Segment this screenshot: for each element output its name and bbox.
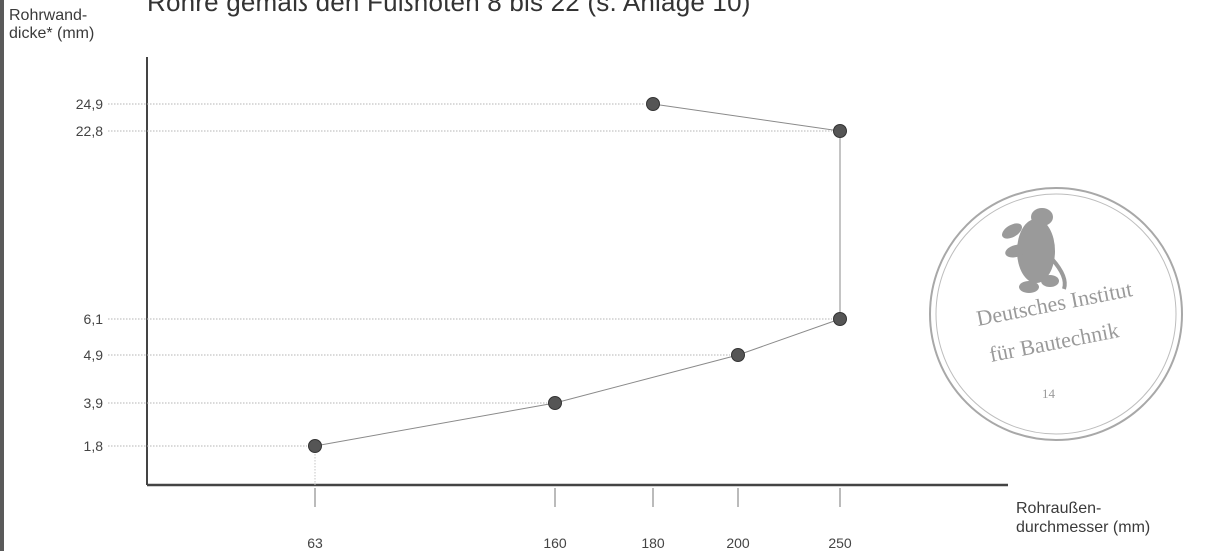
y-tick-label: 22,8 [76,123,103,139]
data-point [646,97,660,111]
data-point [308,439,322,453]
y-axis-label-line-1: Rohrwand- [9,7,88,24]
page-left-edge [0,0,4,551]
x-tick-label: 160 [543,535,567,551]
x-tick-label: 180 [641,535,665,551]
y-axis-label-line-2: dicke* (mm) [9,25,95,42]
institute-stamp: Deutsches Institut für Bautechnik 14 [929,187,1183,441]
stamp-number: 14 [1042,386,1056,401]
data-markers [308,97,847,453]
y-tick-label: 6,1 [84,311,104,327]
guide-lines [108,103,832,485]
x-tick-label: 250 [828,535,852,551]
tick-marks: 1,8 3,9 4,9 6,1 22,8 24,9 63 160 180 200 250 [76,96,852,551]
y-axis-label: Rohrwand- dicke* (mm) [9,7,94,43]
y-tick-label: 4,9 [84,347,104,363]
y-tick-label: 24,9 [76,96,103,112]
x-axis-label-line-1: Rohraußen- [1016,500,1102,517]
data-point [548,396,562,410]
series-line [314,103,841,447]
y-tick-label: 3,9 [84,395,104,411]
x-axis-label: Rohraußen- durchmesser (mm) [1016,499,1150,537]
data-point [833,312,847,326]
stamp-inner-ring [935,193,1177,435]
data-point [833,124,847,138]
stamp-outer-ring [929,187,1183,441]
axes [146,57,1008,487]
chart-title: Rohre gemäß den Fußnoten 8 bis 22 (s. An… [147,0,751,17]
x-tick-label: 63 [307,535,323,551]
series-path [314,103,841,447]
x-axis-label-line-2: durchmesser (mm) [1016,519,1151,536]
data-point [731,348,745,362]
x-tick-label: 200 [726,535,750,551]
y-tick-label: 1,8 [84,438,104,454]
berlin-bear-icon [1002,208,1067,293]
